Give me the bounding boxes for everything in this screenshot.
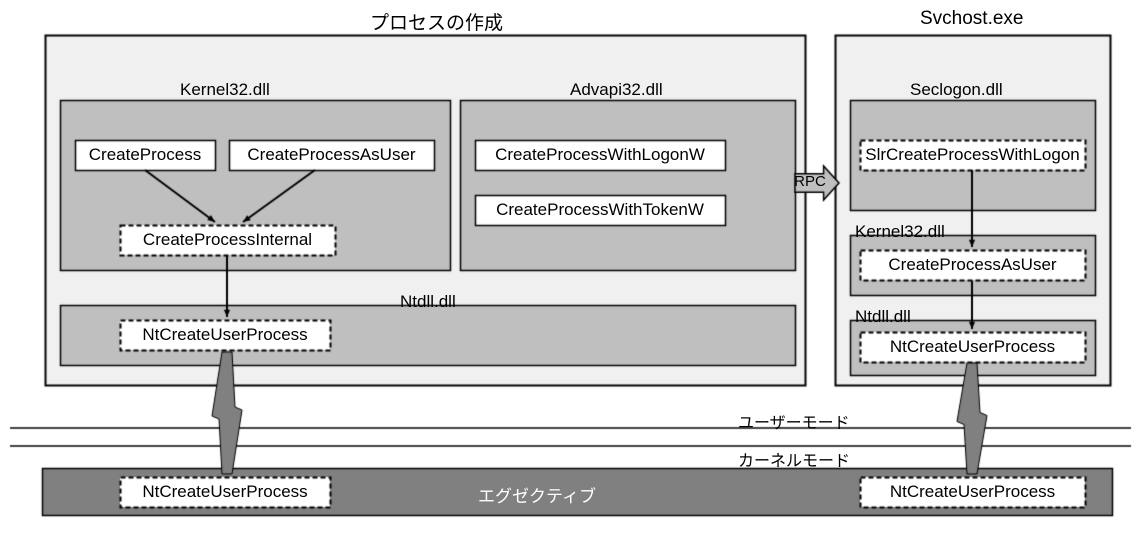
func-ntCreateUserProcess: NtCreateUserProcess [120,477,330,507]
func-createProcessInternal: CreateProcessInternal [120,225,335,255]
kernel-mode-label: カーネルモード [738,447,850,471]
func-createProcessAsUser: CreateProcessAsUser [229,140,434,170]
func-createProcessWithLogonW: CreateProcessWithLogonW [475,140,725,170]
module-advapi32: Advapi32.dll [570,80,663,100]
executive-label: エグゼクティブ [478,482,596,507]
title-right: Svchost.exe [920,8,1024,30]
module-kernel32: Kernel32.dll [180,80,270,100]
func-createProcessAsUser: CreateProcessAsUser [860,250,1085,280]
title-left: プロセスの作成 [370,8,503,35]
func-ntCreateUserProcess: NtCreateUserProcess [860,477,1085,507]
func-createProcessWithTokenW: CreateProcessWithTokenW [475,195,725,225]
func-slrCreateProcessWithLogon: SlrCreateProcessWithLogon [860,140,1085,170]
func-ntCreateUserProcess: NtCreateUserProcess [860,332,1085,362]
func-createProcess: CreateProcess [75,140,215,170]
func-ntCreateUserProcess: NtCreateUserProcess [120,320,330,350]
module-ntdll: Ntdll.dll [400,292,456,312]
user-mode-label: ユーザーモード [738,409,850,433]
module-seclogon: Seclogon.dll [910,80,1003,100]
rpc-label: RPC [792,169,828,195]
module-ntdll: Ntdll.dll [855,307,911,327]
module-kernel32: Kernel32.dll [855,222,945,242]
